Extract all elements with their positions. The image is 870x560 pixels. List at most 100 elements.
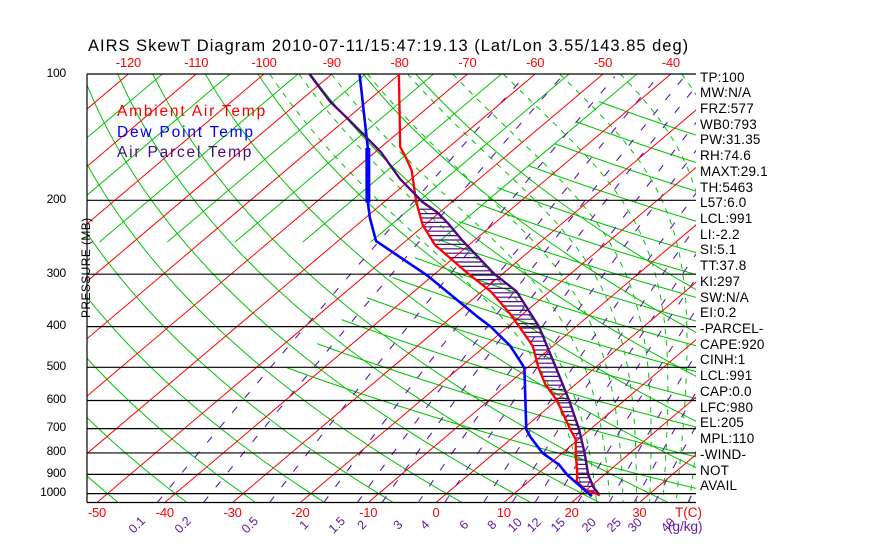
mixing-ratio-line [356, 76, 685, 503]
mixing-ratio-line [608, 353, 696, 503]
pressure-tick-label: 900 [46, 465, 67, 480]
ambient-temp-curve [397, 74, 601, 497]
bottom-temp-label: 10 [496, 505, 511, 520]
moist-adiabat-line [298, 74, 598, 503]
legend-ambient-air-temp: Ambient Air Temp [117, 103, 267, 120]
pressure-tick-label: 300 [46, 265, 67, 280]
bottom-temp-label: -30 [223, 505, 242, 520]
sounding-curves [308, 74, 601, 498]
isotherm-line [164, 74, 672, 503]
stats-panel-line: LFC:980 [700, 399, 754, 415]
pressure-tick-label: 500 [46, 358, 67, 373]
pressure-gridlines [87, 73, 696, 495]
mixing-ratio-line [511, 225, 696, 503]
mixing-ratio-line [444, 149, 696, 503]
pressure-tick-label: 1000 [40, 485, 66, 500]
isotherm-line [87, 74, 400, 340]
stats-panel-line: CAP:0.0 [700, 383, 752, 399]
isotherm-line [87, 74, 265, 225]
top-temp-label: -70 [458, 55, 477, 70]
moist-adiabat-line [452, 74, 652, 503]
warm-adiabat-line [341, 319, 696, 428]
stats-panel-line: TT:37.8 [700, 258, 747, 274]
bottom-temp-label: 0 [432, 505, 440, 520]
isotherm-line [367, 224, 696, 503]
warm-adiabat-line [286, 367, 696, 489]
warm-adiabat-line [476, 203, 696, 276]
stats-panel-line: CAPE:920 [700, 336, 765, 352]
isotherm-line [571, 396, 696, 503]
stats-panel-line: L57:6.0 [700, 195, 747, 211]
stats-panel-line: -PARCEL- [700, 321, 764, 337]
green-isotherm-line [87, 74, 231, 196]
stats-panel-line: EI:0.2 [700, 305, 737, 321]
legend-dew-point-temp: Dew Point Temp [117, 123, 255, 141]
green-isotherm-line [87, 74, 163, 139]
stats-panel-line: EL:205 [700, 415, 744, 431]
warm-adiabat-line [438, 239, 696, 322]
bottom-temp-label: 30 [632, 505, 647, 520]
dry-adiabat-line [117, 74, 600, 503]
isotherm-line [503, 339, 696, 503]
pressure-tick-label: 800 [46, 444, 67, 459]
y-axis-title: PRESSURE (MB) [79, 217, 93, 318]
parcel-temp-curve [308, 74, 600, 495]
pressure-tick-label: 100 [46, 65, 67, 80]
stats-panel-line: FRZ:577 [700, 100, 754, 116]
bottom-temp-label: -10 [359, 505, 378, 520]
chart-title: AIRS SkewT Diagram 2010-07-11/15:47:19.1… [88, 37, 690, 55]
top-temp-label: -60 [526, 55, 545, 70]
dry-adiabat-line [87, 83, 532, 503]
dry-adiabat-line [87, 232, 394, 503]
warm-adiabat-line [497, 187, 696, 254]
green-isotherm-line [99, 74, 299, 243]
mixing-ratio-line [203, 76, 563, 503]
top-temp-label: -50 [593, 55, 613, 70]
stats-panel-line: KI:297 [700, 273, 741, 289]
stats-panel-line: MPL:110 [700, 431, 755, 447]
isotherm-line [87, 74, 468, 397]
isotherm-lines [87, 74, 696, 503]
stats-panel-line: SI:5.1 [700, 242, 737, 258]
stats-panel-line: RH:74.6 [700, 148, 751, 164]
dry-adiabat-line [310, 74, 696, 377]
stats-panel-line: TH:5463 [700, 179, 754, 195]
stats-panel-line: MW:N/A [700, 85, 752, 101]
stats-panel-line: LCL:991 [700, 210, 753, 226]
isotherm-line [87, 74, 333, 282]
dry-adiabat-line [257, 74, 696, 422]
mixing-unit-label: (g/kg) [668, 519, 703, 534]
dry-adiabat-line [87, 475, 119, 503]
top-temp-label: -90 [322, 55, 341, 70]
isotherm-line [435, 281, 696, 503]
pressure-tick-label: 200 [46, 191, 67, 206]
warm-adiabat-line [316, 343, 696, 458]
moist-adiabat-line [366, 74, 624, 503]
warm-adiabat-line [366, 297, 696, 400]
top-temp-label: -120 [115, 55, 142, 70]
dry-adiabat-line [87, 357, 257, 503]
isotherm-line [96, 74, 604, 503]
plot-frame [86, 74, 696, 504]
pressure-tick-label: 400 [46, 318, 67, 333]
isotherm-line [300, 166, 696, 503]
isotherm-line [87, 74, 536, 455]
dry-adiabat-line [87, 163, 463, 503]
dry-adiabat-line [87, 416, 188, 503]
dry-adiabat-line [87, 296, 325, 503]
stats-panel-line: LI:-2.2 [700, 226, 740, 242]
moist-adiabat-line [559, 74, 688, 503]
mixing-ratio-line [577, 308, 696, 503]
top-temp-label: -80 [390, 55, 409, 70]
moist-adiabat-line [407, 74, 637, 503]
stats-panel-line: MAXT:29.1 [700, 163, 768, 179]
mixing-ratio-line [633, 391, 696, 503]
green-isotherm-line [438, 74, 638, 243]
top-temp-label: -40 [661, 55, 680, 70]
stats-panel-line: -WIND- [700, 446, 747, 462]
mixing-ratio-line [483, 192, 696, 503]
dry-adiabat-line [152, 74, 669, 503]
mixing-ratio-line [323, 76, 659, 503]
dew-point-curve [358, 74, 593, 498]
